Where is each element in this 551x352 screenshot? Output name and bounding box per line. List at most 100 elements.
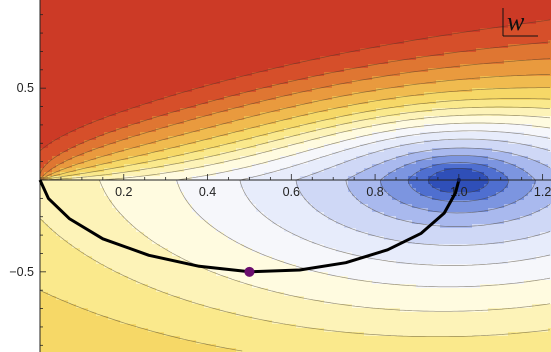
contour-cell [96, 40, 101, 45]
contour-cell [544, 12, 549, 17]
contour-cell [392, 56, 397, 61]
contour-cell [544, 20, 549, 25]
contour-cell [348, 24, 353, 29]
contour-cell [56, 60, 61, 65]
contour-cell [408, 4, 413, 9]
contour-cell [516, 104, 521, 109]
contour-cell [380, 56, 385, 61]
contour-cell [40, 68, 45, 73]
contour-cell [376, 0, 381, 5]
contour-cell [252, 84, 257, 89]
contour-cell [176, 116, 181, 121]
contour-cell [296, 56, 301, 61]
contour-cell [76, 92, 81, 97]
contour-cell [100, 136, 105, 141]
contour-cell [404, 96, 409, 101]
contour-cell [292, 0, 297, 5]
contour-cell [496, 36, 501, 41]
contour-cell [364, 60, 369, 65]
contour-cell [524, 128, 529, 133]
contour-cell [196, 40, 201, 45]
contour-cell [312, 24, 317, 29]
contour-cell [392, 148, 397, 153]
contour-cell [276, 24, 281, 29]
contour-cell [344, 116, 349, 121]
contour-cell [548, 20, 551, 25]
contour-cell [400, 16, 405, 21]
contour-cell [304, 144, 309, 149]
contour-cell [408, 104, 413, 109]
contour-cell [388, 12, 393, 17]
contour-cell [356, 52, 361, 57]
contour-cell [184, 36, 189, 41]
contour-cell [548, 36, 551, 41]
contour-cell [88, 120, 93, 125]
contour-cell [116, 16, 121, 21]
contour-cell [160, 60, 165, 65]
contour-cell [440, 72, 445, 77]
contour-cell [456, 0, 461, 5]
contour-cell [368, 8, 373, 13]
contour-cell [312, 92, 317, 97]
contour-cell [60, 104, 65, 109]
contour-cell [224, 104, 229, 109]
contour-cell [124, 68, 129, 73]
contour-cell [504, 104, 509, 109]
contour-cell [536, 72, 541, 77]
contour-cell [348, 132, 353, 137]
contour-cell [80, 116, 85, 121]
contour-cell [496, 56, 501, 61]
contour-cell [444, 16, 449, 21]
contour-cell [120, 60, 125, 65]
contour-cell [56, 92, 61, 97]
contour-cell [508, 84, 513, 89]
contour-cell [496, 88, 501, 93]
contour-cell [524, 4, 529, 9]
contour-cell [428, 64, 433, 69]
contour-cell [100, 36, 105, 41]
contour-cell [264, 152, 269, 157]
contour-cell [228, 100, 233, 105]
contour-cell [56, 0, 61, 5]
contour-cell [140, 108, 145, 113]
contour-cell [172, 76, 177, 81]
contour-cell [180, 140, 185, 145]
contour-cell [160, 16, 165, 21]
contour-cell [148, 36, 153, 41]
contour-cell [352, 4, 357, 9]
contour-cell [540, 92, 545, 97]
contour-cell [140, 40, 145, 45]
contour-cell [288, 68, 293, 73]
contour-cell [268, 80, 273, 85]
contour-cell [264, 20, 269, 25]
contour-cell [120, 32, 125, 37]
contour-cell [360, 28, 365, 33]
contour-cell [252, 64, 257, 69]
contour-cell [504, 36, 509, 41]
contour-cell [484, 32, 489, 37]
contour-cell [268, 124, 273, 129]
contour-cell [316, 116, 321, 121]
contour-cell [172, 64, 177, 69]
contour-cell [472, 68, 477, 73]
contour-cell [72, 100, 77, 105]
contour-cell [136, 120, 141, 125]
contour-cell [44, 52, 49, 57]
contour-cell [240, 120, 245, 125]
contour-cell [404, 20, 409, 25]
contour-cell [452, 52, 457, 57]
contour-cell [152, 36, 157, 41]
contour-cell [88, 48, 93, 53]
contour-cell [148, 28, 153, 33]
contour-cell [516, 48, 521, 53]
contour-cell [264, 124, 269, 129]
contour-cell [212, 8, 217, 13]
contour-cell [128, 120, 133, 125]
contour-cell [156, 76, 161, 81]
contour-cell [144, 56, 149, 61]
contour-cell [548, 84, 551, 89]
contour-cell [548, 152, 551, 157]
contour-cell [432, 16, 437, 21]
contour-cell [144, 148, 149, 153]
contour-cell [140, 144, 145, 149]
